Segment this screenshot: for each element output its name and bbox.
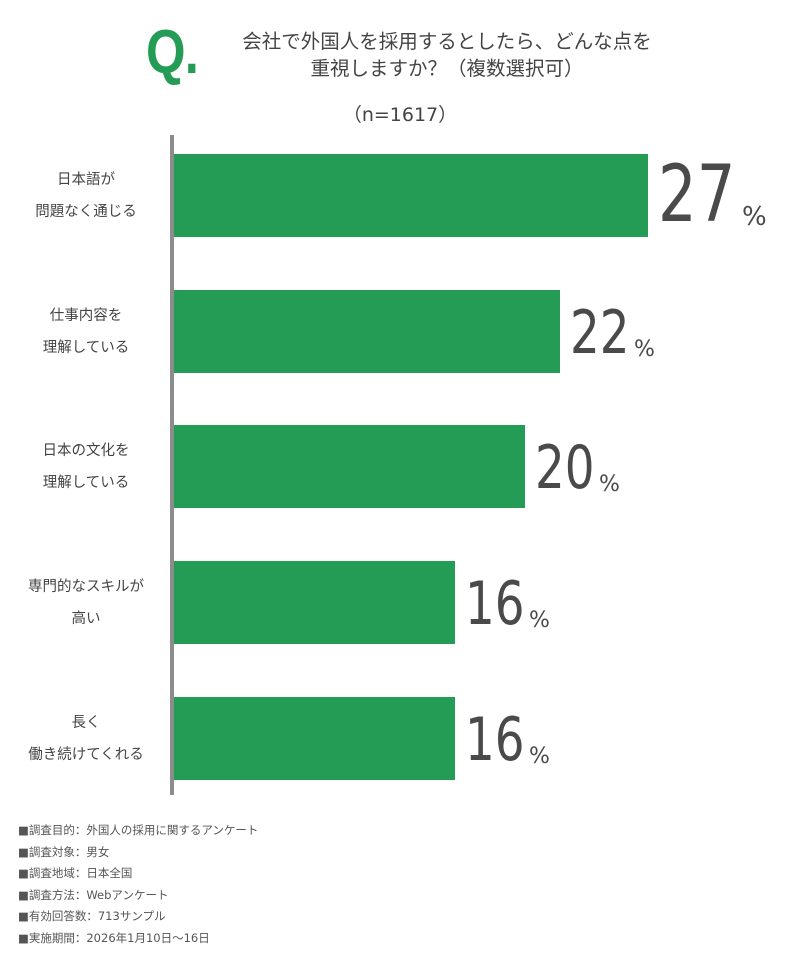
- value-label: 20%: [535, 433, 635, 503]
- chart-title-line-1: 会社で外国人を採用するとしたら、どんな点を: [242, 30, 652, 53]
- chart-title-line-2: 重視しますか？（複数選択可）: [310, 57, 584, 80]
- category-label-line: 仕事内容を: [49, 308, 123, 324]
- survey-note: ■調査方法：Webアンケート: [18, 887, 169, 902]
- percent-sign: %: [529, 744, 550, 769]
- survey-note: ■有効回答数：713サンプル: [18, 909, 166, 924]
- category-label-line: 日本の文化を: [42, 443, 130, 459]
- category-label-line: 理解している: [42, 475, 130, 491]
- value-label: 27%: [658, 152, 778, 238]
- bar: [174, 154, 648, 237]
- category-label-line: 働き続けてくれる: [28, 747, 144, 763]
- value-number: 22: [570, 298, 630, 368]
- category-label-line: 高い: [71, 611, 101, 627]
- survey-note: ■調査地域：日本全国: [18, 866, 133, 881]
- percent-sign: %: [742, 202, 767, 232]
- percent-sign: %: [599, 472, 620, 497]
- survey-note: ■調査対象：男女: [18, 844, 110, 859]
- value-label: 16%: [465, 569, 565, 639]
- category-label-line: 問題なく通じる: [35, 204, 137, 220]
- category-label: 長く働き続けてくれる: [0, 707, 172, 771]
- survey-note: ■実施期間：2026年1月10日～16日: [18, 930, 210, 945]
- category-label-line: 理解している: [42, 340, 130, 356]
- question-mark: Q.: [146, 18, 199, 87]
- chart-title: 会社で外国人を採用するとしたら、どんな点を 重視しますか？（複数選択可）: [212, 28, 682, 82]
- sample-size: （n=1617）: [342, 104, 458, 126]
- category-label-line: 専門的なスキルが: [28, 579, 144, 595]
- percent-sign: %: [529, 608, 550, 633]
- bar: [174, 697, 455, 780]
- value-number: 16: [465, 569, 525, 639]
- value-number: 20: [535, 433, 595, 503]
- category-label-line: 日本語が: [57, 172, 115, 188]
- bar: [174, 290, 560, 373]
- bar: [174, 425, 525, 508]
- category-label: 日本語が問題なく通じる: [0, 164, 172, 228]
- survey-note: ■調査目的：外国人の採用に関するアンケート: [18, 823, 259, 837]
- category-label-line: 長く: [71, 715, 101, 731]
- bar: [174, 561, 455, 644]
- category-label: 専門的なスキルが 高い: [0, 571, 172, 635]
- category-label: 仕事内容を理解している: [0, 300, 172, 364]
- value-label: 16%: [465, 705, 565, 775]
- percent-sign: %: [634, 337, 655, 362]
- value-number: 27: [658, 150, 736, 240]
- y-axis-line: [170, 135, 174, 795]
- category-label: 日本の文化を 理解している: [0, 435, 172, 499]
- value-number: 16: [465, 705, 525, 775]
- value-label: 22%: [570, 298, 670, 368]
- survey-notes: ■調査目的：外国人の採用に関するアンケート ■調査対象：男女 ■調査地域：日本全国 ■…: [18, 820, 258, 950]
